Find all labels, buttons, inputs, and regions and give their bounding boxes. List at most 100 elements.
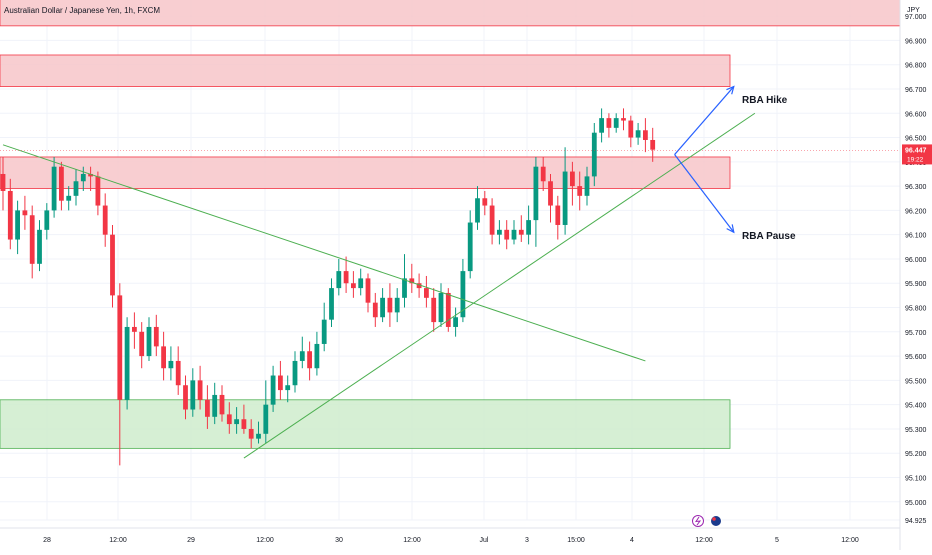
candle[interactable] (59, 161, 64, 211)
candle[interactable] (482, 190, 488, 216)
candle[interactable] (248, 419, 254, 449)
candle[interactable] (66, 186, 72, 211)
candle[interactable] (424, 275, 429, 308)
trendline[interactable] (2, 144, 646, 362)
candle[interactable] (241, 404, 247, 434)
candle[interactable] (489, 198, 495, 245)
candle[interactable] (628, 115, 634, 148)
candle[interactable] (635, 122, 641, 145)
candle[interactable] (37, 220, 42, 272)
candle[interactable] (0, 156, 6, 211)
candle[interactable] (285, 375, 291, 403)
candle[interactable] (606, 113, 612, 138)
candle[interactable] (51, 156, 57, 218)
hike-arrow[interactable] (674, 86, 735, 155)
candle[interactable] (292, 351, 298, 393)
candle[interactable] (139, 322, 145, 369)
candle[interactable] (190, 368, 196, 417)
candle[interactable] (161, 331, 166, 381)
candle[interactable] (168, 346, 174, 381)
candle[interactable] (548, 173, 553, 223)
candle[interactable] (263, 380, 269, 444)
candle[interactable] (591, 122, 597, 187)
candle[interactable] (643, 118, 648, 153)
candle[interactable] (540, 156, 546, 191)
candle[interactable] (7, 178, 13, 250)
candle[interactable] (205, 385, 210, 429)
candle[interactable] (555, 195, 561, 240)
candle[interactable] (394, 288, 400, 323)
candle[interactable] (504, 220, 510, 250)
candle[interactable] (226, 402, 232, 434)
candle[interactable] (445, 288, 451, 332)
candle[interactable] (197, 365, 203, 410)
candle[interactable] (153, 314, 159, 357)
candle[interactable] (518, 215, 524, 242)
trendline[interactable] (243, 112, 756, 459)
candle[interactable] (365, 273, 371, 313)
candle[interactable] (314, 331, 320, 376)
lightning-event-icon[interactable] (692, 515, 704, 527)
candle[interactable] (95, 171, 101, 216)
candle[interactable] (453, 307, 458, 337)
candle[interactable] (307, 341, 312, 381)
candle[interactable] (270, 365, 276, 412)
candle[interactable] (387, 283, 393, 327)
candle[interactable] (183, 375, 188, 420)
candle[interactable] (80, 166, 86, 191)
candle[interactable] (321, 302, 327, 352)
candle[interactable] (73, 169, 79, 206)
candle[interactable] (621, 108, 626, 131)
candle[interactable] (497, 220, 502, 245)
candle[interactable] (358, 268, 364, 296)
candle[interactable] (336, 258, 342, 296)
candle[interactable] (219, 385, 225, 422)
candle[interactable] (343, 256, 349, 293)
candle[interactable] (511, 220, 517, 245)
candle[interactable] (15, 200, 20, 255)
candle[interactable] (234, 407, 239, 434)
candle[interactable] (124, 317, 130, 410)
candle[interactable] (650, 127, 656, 162)
candle[interactable] (372, 292, 378, 327)
candle[interactable] (467, 210, 473, 279)
candle[interactable] (599, 108, 604, 143)
candle[interactable] (212, 382, 218, 425)
australia-flag-icon[interactable] (710, 515, 722, 527)
candle[interactable] (299, 336, 305, 369)
candle[interactable] (256, 421, 261, 444)
candle[interactable] (380, 288, 385, 323)
candle[interactable] (102, 193, 108, 247)
candle[interactable] (278, 360, 283, 400)
candle[interactable] (146, 317, 152, 361)
candle[interactable] (533, 156, 539, 247)
candle[interactable] (44, 203, 50, 240)
resistance-zone[interactable] (0, 156, 731, 189)
candle[interactable] (132, 312, 137, 349)
candle[interactable] (409, 263, 415, 293)
candle[interactable] (460, 258, 466, 323)
candle[interactable] (29, 205, 35, 279)
support-zone[interactable] (0, 399, 731, 449)
pause-arrow[interactable] (674, 154, 735, 233)
candle[interactable] (329, 278, 334, 327)
candle[interactable] (416, 273, 422, 298)
candle[interactable] (577, 171, 583, 211)
candle[interactable] (431, 288, 437, 332)
candle[interactable] (22, 195, 28, 230)
candle[interactable] (438, 283, 444, 327)
candle[interactable] (570, 161, 575, 206)
candle[interactable] (351, 271, 356, 298)
candle[interactable] (526, 205, 531, 245)
candle[interactable] (117, 283, 123, 466)
candle[interactable] (88, 166, 93, 191)
candle[interactable] (110, 224, 115, 308)
candle[interactable] (475, 186, 480, 230)
candle[interactable] (613, 113, 619, 133)
candle[interactable] (175, 346, 181, 395)
candle[interactable] (402, 254, 407, 308)
candle[interactable] (562, 147, 568, 235)
resistance-zone[interactable] (0, 54, 731, 87)
